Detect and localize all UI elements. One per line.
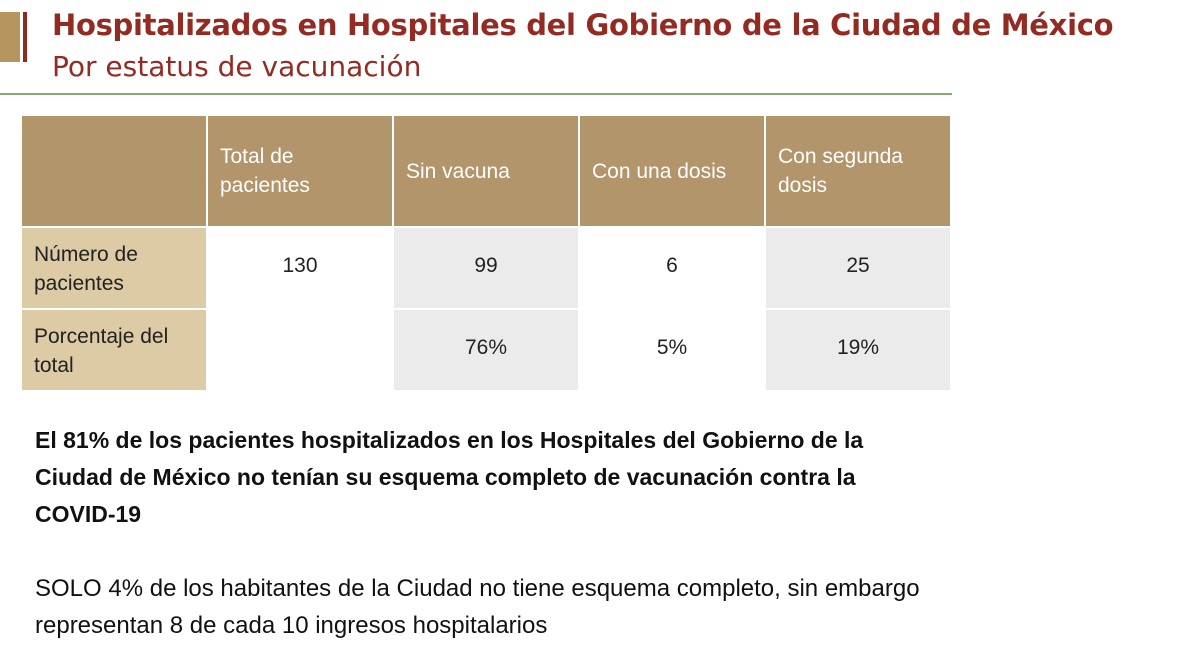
table-row: Porcentaje del total 76% 5% 19%	[22, 310, 950, 390]
row-header: Número de pacientes	[22, 228, 206, 308]
column-header: Total de pacientes	[208, 116, 392, 226]
accent-stripe	[23, 12, 27, 62]
status-table: Total de pacientes Sin vacuna Con una dosi…	[20, 114, 952, 392]
column-header: Con una dosis	[580, 116, 764, 226]
subtitle: Por estatus de vacunación	[52, 50, 422, 83]
table-cell: 25	[766, 228, 950, 308]
divider	[0, 93, 952, 95]
table-cell	[208, 310, 392, 390]
note-paragraph: SOLO 4% de los habitantes de la Ciudad n…	[35, 575, 920, 639]
table-cell: 130	[208, 228, 392, 308]
column-header	[22, 116, 206, 226]
table-cell: 76%	[394, 310, 578, 390]
table-row: Número de pacientes 130 99 6 25	[22, 228, 950, 308]
row-header: Porcentaje del total	[22, 310, 206, 390]
header-row: Total de pacientes Sin vacuna Con una dosi…	[22, 116, 950, 226]
table-cell: 6	[580, 228, 764, 308]
column-header: Sin vacuna	[394, 116, 578, 226]
table-cell: 99	[394, 228, 578, 308]
column-header: Con segunda dosis	[766, 116, 950, 226]
highlight-paragraph: El 81% de los pacientes hospitalizados e…	[35, 427, 864, 527]
table-cell: 19%	[766, 310, 950, 390]
table-cell: 5%	[580, 310, 764, 390]
accent-bar	[0, 12, 20, 62]
title: Hospitalizados en Hospitales del Gobiern…	[52, 8, 1114, 42]
